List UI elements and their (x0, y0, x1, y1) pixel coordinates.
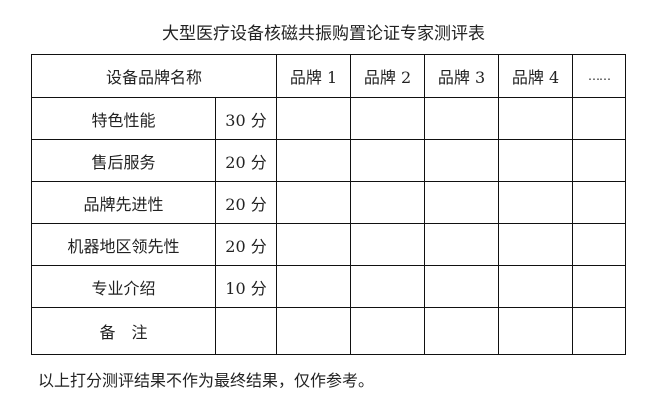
remarks-cell[interactable] (572, 307, 626, 355)
header-brand-4: 品牌 4 (498, 54, 573, 98)
criterion: 特色性能 (31, 97, 216, 140)
header-brand-1: 品牌 1 (276, 54, 351, 98)
header-row: 设备品牌名称 品牌 1 品牌 2 品牌 3 品牌 4 …… (31, 54, 626, 98)
page-title: 大型医疗设备核磁共振购置论证专家测评表 (162, 24, 485, 44)
score-cell[interactable] (276, 139, 351, 182)
score-cell[interactable] (424, 181, 499, 224)
remarks-cell[interactable] (424, 307, 499, 355)
table-row: 机器地区领先性 20 分 (31, 223, 626, 266)
header-brand-2: 品牌 2 (350, 54, 425, 98)
score: 20 分 (215, 223, 277, 266)
table-row: 专业介绍 10 分 (31, 265, 626, 308)
remarks-cell[interactable] (498, 307, 573, 355)
remarks-row: 备 注 (31, 307, 626, 355)
score-cell[interactable] (350, 223, 425, 266)
score-cell[interactable] (498, 181, 573, 224)
score-cell[interactable] (572, 181, 626, 224)
score-cell[interactable] (350, 139, 425, 182)
score: 20 分 (215, 181, 277, 224)
score-cell[interactable] (424, 265, 499, 308)
remarks-label: 备 注 (31, 307, 216, 355)
score-cell[interactable] (572, 223, 626, 266)
score: 10 分 (215, 265, 277, 308)
header-name-label: 设备品牌名称 (31, 54, 277, 98)
score-cell[interactable] (350, 181, 425, 224)
remarks-cell[interactable] (350, 307, 425, 355)
score-cell[interactable] (350, 97, 425, 140)
criterion: 机器地区领先性 (31, 223, 216, 266)
score-cell[interactable] (276, 223, 351, 266)
score (215, 307, 277, 355)
score-cell[interactable] (498, 223, 573, 266)
header-more: …… (572, 54, 626, 98)
score-cell[interactable] (498, 139, 573, 182)
evaluation-table: 设备品牌名称 品牌 1 品牌 2 品牌 3 品牌 4 …… 特色性能 30 分 … (31, 54, 626, 355)
score-cell[interactable] (572, 97, 626, 140)
score: 20 分 (215, 139, 277, 182)
score-cell[interactable] (350, 265, 425, 308)
score-cell[interactable] (276, 265, 351, 308)
footer-note: 以上打分测评结果不作为最终结果，仅作参考。 (38, 371, 375, 390)
criterion: 专业介绍 (31, 265, 216, 308)
remarks-cell[interactable] (276, 307, 351, 355)
table-row: 品牌先进性 20 分 (31, 181, 626, 224)
score: 30 分 (215, 97, 277, 140)
score-cell[interactable] (498, 97, 573, 140)
score-cell[interactable] (424, 223, 499, 266)
header-brand-3: 品牌 3 (424, 54, 499, 98)
score-cell[interactable] (424, 139, 499, 182)
criterion: 品牌先进性 (31, 181, 216, 224)
table-row: 售后服务 20 分 (31, 139, 626, 182)
score-cell[interactable] (572, 139, 626, 182)
criterion: 售后服务 (31, 139, 216, 182)
score-cell[interactable] (276, 97, 351, 140)
score-cell[interactable] (498, 265, 573, 308)
score-cell[interactable] (424, 97, 499, 140)
score-cell[interactable] (276, 181, 351, 224)
table-row: 特色性能 30 分 (31, 97, 626, 140)
score-cell[interactable] (572, 265, 626, 308)
